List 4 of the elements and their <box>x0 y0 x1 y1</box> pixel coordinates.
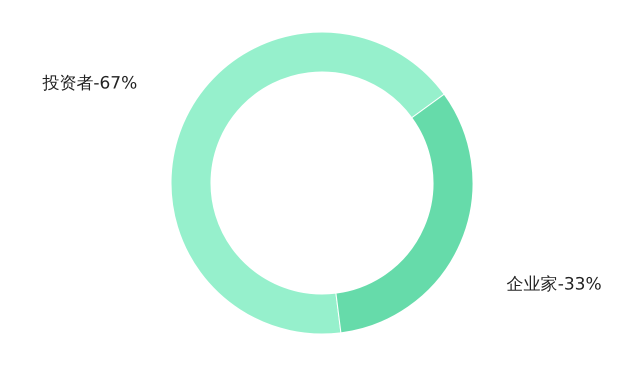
data-label: 33% <box>564 274 602 294</box>
slice-label: 企业家- <box>506 274 564 294</box>
slice-label: 投资者- <box>41 74 100 94</box>
data-label: 67% <box>99 74 138 94</box>
